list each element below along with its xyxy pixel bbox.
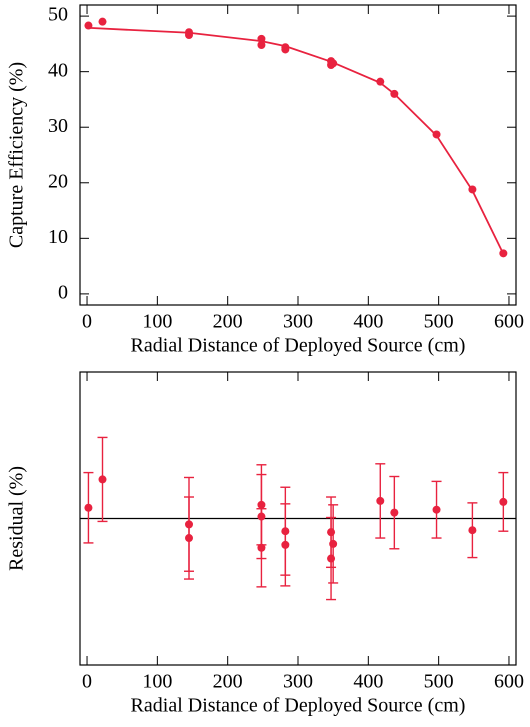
y-tick-label: 20 bbox=[48, 170, 68, 192]
y-axis-label: Capture Efficiency (%) bbox=[6, 62, 28, 248]
data-point bbox=[281, 540, 290, 549]
x-tick-label: 600 bbox=[494, 311, 524, 333]
y-tick-label: 30 bbox=[48, 115, 68, 137]
x-tick-label: 0 bbox=[82, 311, 92, 333]
x-tick-label: 100 bbox=[142, 671, 172, 693]
data-point bbox=[468, 185, 477, 194]
data-point bbox=[499, 249, 508, 258]
x-tick-label: 400 bbox=[353, 311, 383, 333]
data-point bbox=[329, 539, 338, 548]
data-point bbox=[468, 526, 477, 535]
data-point bbox=[98, 475, 107, 484]
data-point bbox=[98, 17, 107, 26]
data-point bbox=[432, 130, 441, 139]
data-point bbox=[257, 543, 266, 552]
x-axis-label: Radial Distance of Deployed Source (cm) bbox=[131, 695, 466, 717]
x-tick-label: 500 bbox=[424, 311, 454, 333]
data-point bbox=[376, 77, 385, 86]
x-tick-label: 400 bbox=[353, 671, 383, 693]
data-point bbox=[257, 34, 266, 43]
data-point bbox=[185, 31, 193, 39]
y-tick-label: 40 bbox=[48, 59, 68, 81]
data-point bbox=[84, 503, 93, 512]
data-point bbox=[329, 59, 338, 68]
data-point bbox=[390, 508, 399, 517]
x-tick-label: 0 bbox=[82, 671, 92, 693]
data-point bbox=[499, 497, 508, 506]
data-point bbox=[185, 534, 193, 543]
x-axis-label: Radial Distance of Deployed Source (cm) bbox=[131, 335, 466, 357]
y-tick-label: 50 bbox=[48, 4, 68, 26]
data-point bbox=[84, 21, 93, 30]
data-point bbox=[257, 41, 266, 49]
x-tick-label: 100 bbox=[142, 311, 172, 333]
y-tick-label: 10 bbox=[48, 226, 68, 248]
x-tick-label: 600 bbox=[494, 671, 524, 693]
x-tick-label: 300 bbox=[283, 671, 313, 693]
data-point bbox=[281, 45, 290, 54]
x-tick-label: 200 bbox=[213, 671, 243, 693]
y-tick-label: 0 bbox=[58, 281, 68, 303]
data-point bbox=[432, 505, 441, 514]
x-tick-label: 500 bbox=[424, 671, 454, 693]
data-point bbox=[390, 89, 399, 98]
x-tick-label: 200 bbox=[213, 311, 243, 333]
y-axis-label: Residual (%) bbox=[6, 466, 28, 571]
x-tick-label: 300 bbox=[283, 311, 313, 333]
data-point bbox=[376, 496, 385, 505]
fit-line bbox=[86, 26, 505, 255]
